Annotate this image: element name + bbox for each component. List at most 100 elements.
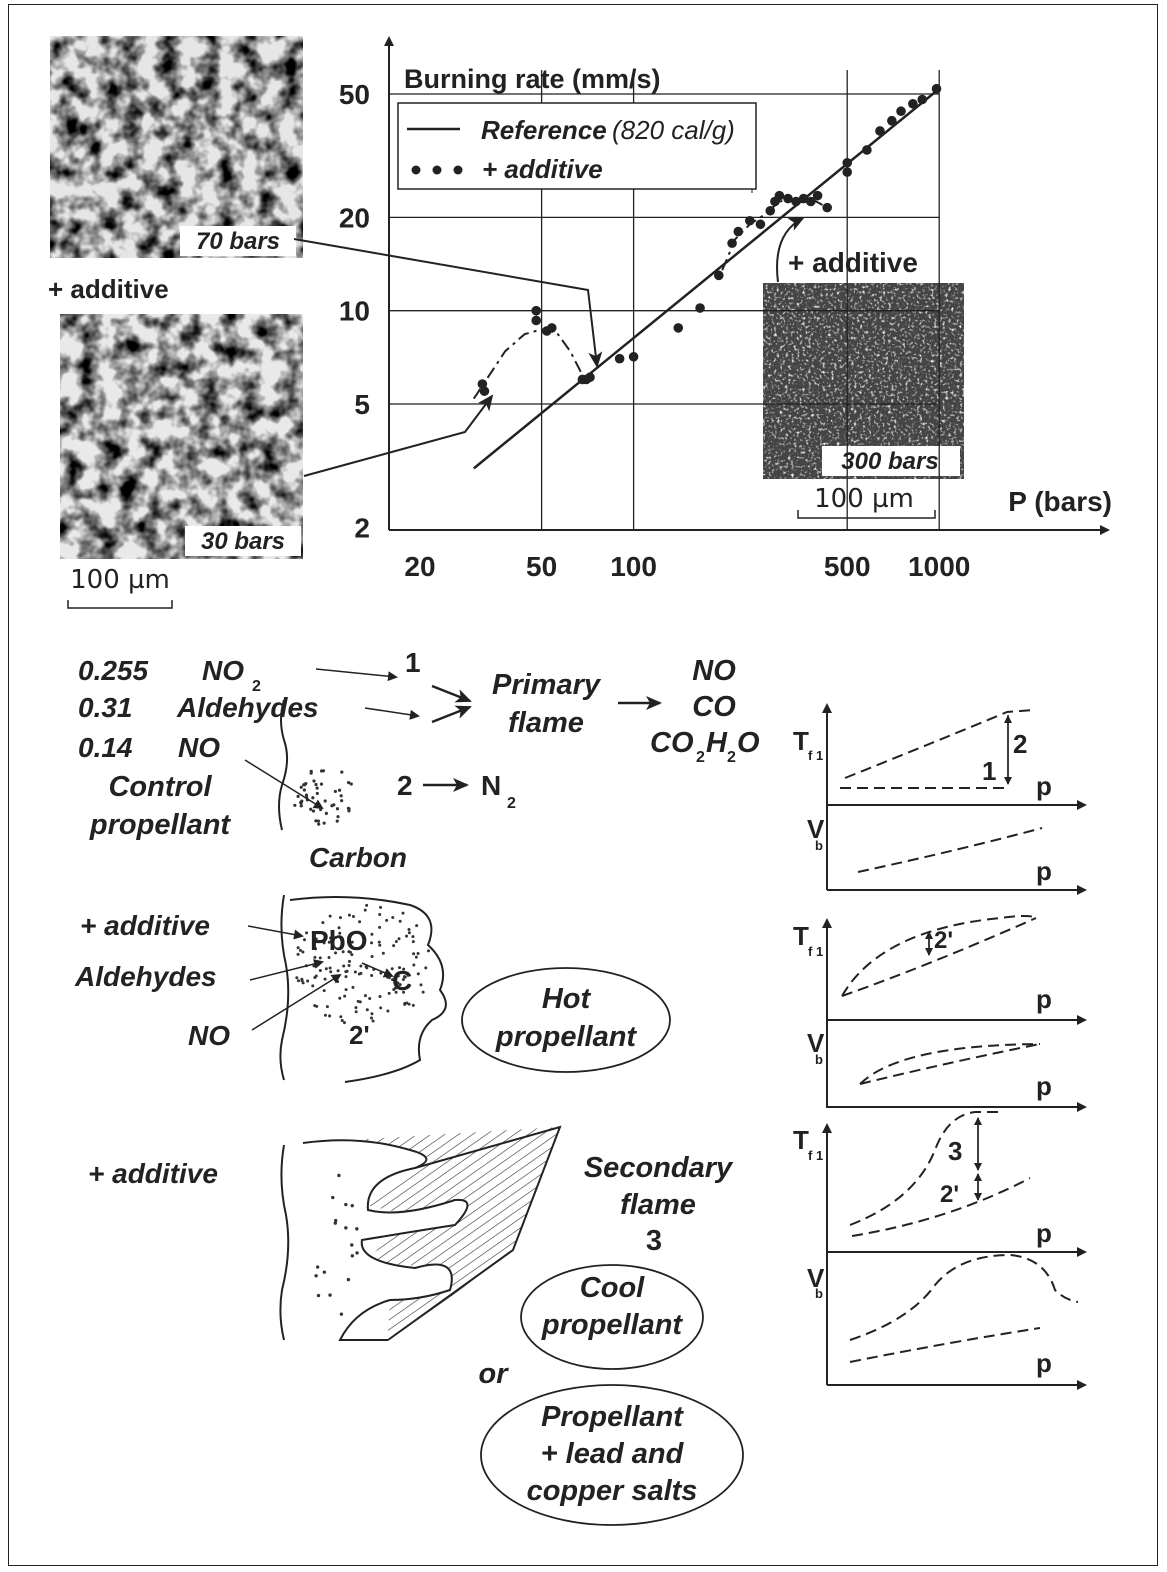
dot-hotDots-59	[327, 940, 331, 944]
data-point-29	[862, 145, 872, 155]
mini-graph-3-temperature: T f 1 p 3 2'	[793, 1111, 1087, 1385]
svg-text:T: T	[793, 726, 809, 756]
dot-hotDots-98	[315, 1004, 319, 1008]
dot-hotDots-8	[370, 973, 374, 977]
micrograph-300-bars: 300 bars	[763, 283, 964, 479]
dot-ctrlDots-26	[330, 804, 334, 808]
hot-burning-surface	[279, 894, 290, 1081]
hot-reaction-zone	[289, 895, 447, 1083]
dot-hotDots-5	[347, 913, 351, 917]
dot-hotDots-134	[296, 952, 300, 956]
dot-hotDots-117	[396, 981, 400, 985]
dot-hotDots-73	[370, 955, 374, 959]
dot-ctrlDots-5	[314, 819, 318, 823]
dot-ctrlDots-45	[339, 794, 343, 798]
svg-text:2': 2'	[940, 1181, 959, 1208]
additive-points	[477, 83, 942, 396]
svg-text:p: p	[1036, 1348, 1052, 1378]
dot-hotDots-90	[416, 951, 420, 955]
reaction-2-label: 2	[397, 770, 413, 801]
dot-hotDots-119	[426, 949, 430, 953]
dot-hotDots-124	[402, 967, 406, 971]
figure-frame	[8, 4, 1158, 1566]
cool-propellant-section: + additive Secondary flame 3 Cool propel…	[88, 1125, 744, 1526]
dot-hotDots-129	[338, 916, 342, 920]
svg-text:100 µm: 100 µm	[814, 484, 914, 514]
dot-hotDots-128	[341, 950, 345, 954]
control-label-line2: propellant	[89, 809, 232, 841]
hot-label-line1: Hot	[542, 983, 592, 1015]
svg-text:f 1: f 1	[808, 944, 823, 959]
svg-text:f 1: f 1	[808, 1148, 823, 1163]
svg-text:p: p	[1036, 1071, 1052, 1101]
pbo-label: PbO	[310, 925, 368, 956]
data-point-28	[842, 157, 853, 168]
dot-hotDots-57	[369, 1016, 373, 1020]
dot-hotDots-81	[391, 978, 395, 982]
data-point-24	[805, 196, 816, 207]
legend-reference-label: Reference	[481, 115, 607, 145]
dot-hotDots-61	[338, 996, 342, 1000]
svg-text:p: p	[1036, 1218, 1052, 1248]
dot-hotDots-140	[339, 1015, 343, 1019]
dot-ctrlDots-10	[323, 799, 327, 803]
primary-flame-line2: flame	[508, 707, 584, 739]
dot-hotDots-143	[325, 1005, 329, 1009]
svg-text:2: 2	[1013, 729, 1027, 759]
dot-hotDots-101	[344, 970, 348, 974]
dot-ctrlDots-14	[299, 804, 303, 808]
dot-hotDots-22	[306, 979, 310, 983]
svg-text:3: 3	[948, 1136, 962, 1166]
y-tick-50: 50	[339, 79, 370, 110]
dot-ctrlDots-27	[311, 796, 315, 800]
control-burning-surface	[278, 699, 288, 831]
dot-hotDots-109	[324, 967, 328, 971]
y-tick-10: 10	[339, 296, 370, 327]
reaction-1-label: 1	[405, 647, 421, 678]
dot-hotDots-115	[359, 964, 363, 968]
dot-hotDots-77	[370, 1012, 374, 1016]
dot-coolDots-6	[331, 1195, 335, 1200]
x-tick-20: 20	[404, 551, 435, 582]
y-tick-2: 2	[354, 512, 370, 543]
dot-hotDots-16	[370, 941, 374, 945]
dot-hotDots-91	[343, 994, 347, 998]
dot-coolDots-13	[344, 1226, 348, 1230]
cool-dots	[314, 1173, 359, 1316]
dot-ctrlDots-35	[319, 782, 324, 786]
dot-hotDots-127	[342, 1021, 346, 1025]
dot-hotDots-28	[378, 994, 382, 998]
y-tick-5: 5	[354, 389, 370, 420]
mini-graph-1-temperature: T f 1 p 2 1	[793, 703, 1087, 890]
dot-ctrlDots-42	[324, 811, 328, 815]
species-aldehydes: Aldehydes	[176, 692, 319, 723]
dot-hotDots-110	[365, 1008, 369, 1012]
dot-ctrlDots-46	[302, 783, 306, 787]
data-point-9	[614, 353, 625, 364]
data-point-5	[547, 323, 557, 333]
cool-additive-label: + additive	[88, 1158, 218, 1189]
dot-ctrlDots-38	[347, 781, 351, 785]
dot-hotDots-12	[347, 964, 351, 968]
dot-hotDots-14	[401, 977, 405, 981]
x-axis-label: P (bars)	[1008, 486, 1112, 517]
y-tick-20: 20	[339, 202, 370, 233]
data-point-17	[755, 219, 766, 230]
dot-ctrlDots-34	[319, 807, 323, 812]
dot-hotDots-29	[416, 972, 420, 976]
svg-text:2: 2	[507, 795, 516, 812]
dot-hotDots-30	[323, 977, 327, 981]
legend-additive-swatch	[411, 165, 463, 175]
product-no: NO	[692, 655, 736, 687]
dot-hotDots-37	[397, 937, 401, 941]
dot-hotDots-139	[399, 987, 403, 991]
dot-hotDots-114	[412, 963, 416, 967]
scale-bar-right: 100 µm	[797, 484, 936, 519]
mini-graph-3-rate: V b p	[807, 1253, 1087, 1390]
svg-text:T: T	[793, 921, 809, 951]
cool-propellant-ellipse	[520, 1264, 704, 1370]
svg-text:2': 2'	[934, 927, 953, 954]
hot-no-label: NO	[188, 1020, 230, 1051]
left-additive-label: + additive	[48, 274, 169, 304]
dot-hotDots-125	[350, 953, 354, 957]
